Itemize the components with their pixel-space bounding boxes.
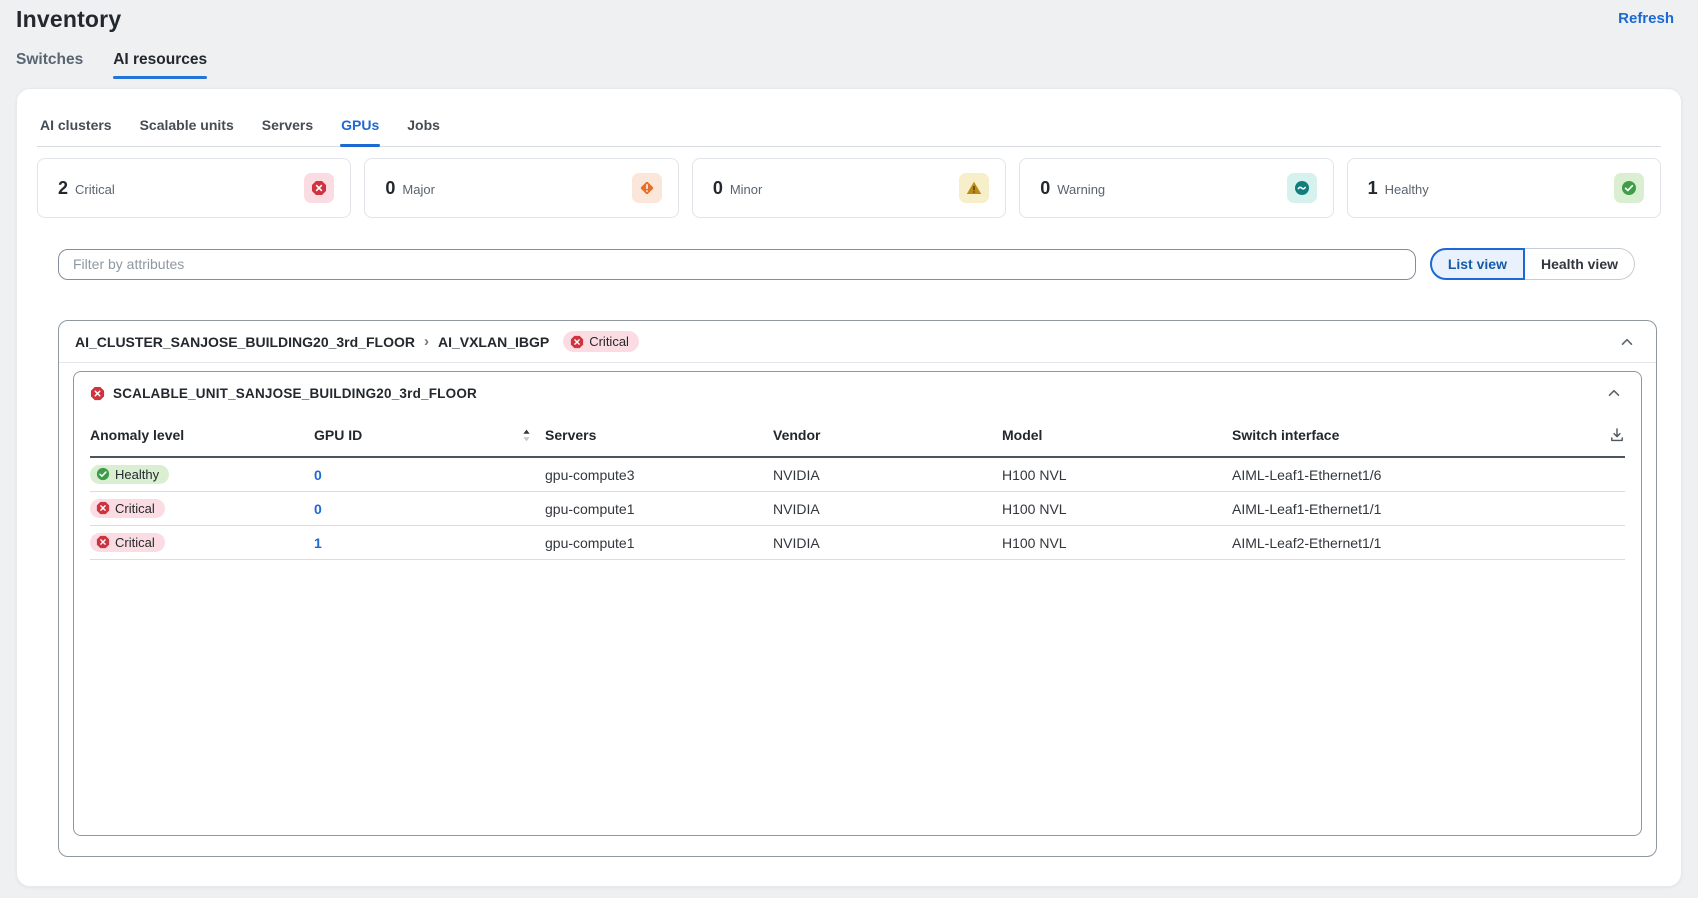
server-cell: gpu-compute1 — [545, 500, 635, 517]
warning-count: 0 — [1040, 177, 1051, 198]
cluster-collapse-button[interactable] — [1616, 331, 1638, 353]
gpu-list-section: List view Health view AI_CLUSTER_SANJOSE… — [58, 248, 1657, 857]
download-button[interactable] — [1609, 427, 1625, 443]
gpu-id-link[interactable]: 0 — [314, 466, 322, 483]
column-header-anomaly-level[interactable]: Anomaly level — [90, 427, 185, 443]
healthy-check-icon — [1614, 173, 1645, 203]
table-row: Critical 1 gpu-compute1 NVIDIA H100 NVL … — [90, 526, 1625, 560]
switch-interface-cell: AIML-Leaf2-Ethernet1/1 — [1232, 534, 1382, 551]
healthy-count: 1 — [1367, 177, 1378, 198]
minor-count: 0 — [712, 177, 723, 198]
minor-label: Minor — [729, 181, 763, 197]
breadcrumb-network-name: AI_VXLAN_IBGP — [437, 333, 550, 350]
unit-collapse-button[interactable] — [1603, 382, 1625, 404]
summary-card-major[interactable]: 0 Major — [364, 158, 679, 218]
cluster-header: AI_CLUSTER_SANJOSE_BUILDING20_3rd_FLOOR … — [59, 321, 1656, 363]
cluster-card: AI_CLUSTER_SANJOSE_BUILDING20_3rd_FLOOR … — [58, 320, 1657, 857]
healthy-label: Healthy — [1384, 181, 1429, 197]
server-cell: gpu-compute1 — [545, 534, 635, 551]
anomaly-badge-healthy: Healthy — [90, 464, 170, 484]
critical-octagon-icon — [304, 173, 335, 203]
critical-count: 2 — [58, 177, 69, 198]
page-title: Inventory — [16, 6, 122, 32]
table-row: Critical 0 gpu-compute1 NVIDIA H100 NVL … — [90, 492, 1625, 526]
refresh-button[interactable]: Refresh — [1618, 10, 1674, 27]
gpu-table: Anomaly level GPU ID Servers Vendor Mode… — [90, 414, 1625, 560]
chevron-up-icon — [1608, 389, 1620, 396]
minor-triangle-icon — [959, 173, 990, 203]
major-count: 0 — [385, 177, 396, 198]
severity-summary-cards: 2 Critical 0 Major 0 Minor — [37, 158, 1662, 218]
model-cell: H100 NVL — [1002, 534, 1067, 551]
gpu-id-link[interactable]: 0 — [314, 500, 322, 517]
healthy-check-icon — [96, 468, 110, 481]
chevron-up-icon — [1621, 338, 1633, 345]
column-header-vendor[interactable]: Vendor — [773, 427, 821, 443]
scalable-unit-header: SCALABLE_UNIT_SANJOSE_BUILDING20_3rd_FLO… — [74, 372, 1641, 414]
critical-octagon-icon — [571, 335, 584, 348]
cluster-status-label: Critical — [589, 334, 629, 349]
filter-input[interactable] — [58, 248, 1416, 280]
filter-toolbar: List view Health view — [58, 248, 1657, 280]
model-cell: H100 NVL — [1002, 500, 1067, 517]
anomaly-label: Critical — [115, 534, 155, 550]
gpu-id-link[interactable]: 1 — [314, 534, 322, 551]
column-header-model[interactable]: Model — [1002, 427, 1043, 443]
view-toggle: List view Health view — [1429, 248, 1635, 280]
column-header-switch-interface[interactable]: Switch interface — [1232, 427, 1340, 443]
warning-label: Warning — [1057, 181, 1106, 197]
breadcrumb-separator-icon — [424, 333, 429, 350]
major-diamond-icon — [631, 173, 662, 203]
vendor-cell: NVIDIA — [773, 534, 820, 551]
subtab-ai-clusters[interactable]: AI clusters — [40, 117, 112, 133]
subtab-scalable-units[interactable]: Scalable units — [139, 117, 234, 133]
server-cell: gpu-compute3 — [545, 466, 635, 483]
gpu-table-header: Anomaly level GPU ID Servers Vendor Mode… — [90, 414, 1625, 458]
subtab-gpus[interactable]: GPUs — [340, 117, 381, 147]
anomaly-label: Critical — [115, 500, 155, 516]
model-cell: H100 NVL — [1002, 466, 1067, 483]
anomaly-badge-critical: Critical — [90, 498, 165, 518]
critical-octagon-icon — [96, 502, 110, 515]
critical-label: Critical — [75, 181, 115, 197]
summary-card-healthy[interactable]: 1 Healthy — [1346, 158, 1662, 218]
health-view-button[interactable]: Health view — [1524, 248, 1635, 280]
main-tabs: Switches AI resources — [16, 51, 1674, 79]
column-header-gpu-id[interactable]: GPU ID — [314, 427, 545, 443]
cluster-status-badge: Critical — [563, 331, 639, 352]
anomaly-badge-critical: Critical — [90, 532, 165, 552]
switch-interface-cell: AIML-Leaf1-Ethernet1/1 — [1232, 500, 1382, 517]
warning-circle-icon — [1286, 173, 1317, 203]
summary-card-warning[interactable]: 0 Warning — [1019, 158, 1334, 218]
summary-card-minor[interactable]: 0 Minor — [691, 158, 1007, 218]
anomaly-label: Healthy — [115, 466, 160, 482]
page-header: Inventory Refresh Switches AI resources — [0, 0, 1698, 79]
major-label: Major — [402, 181, 435, 197]
vendor-cell: NVIDIA — [773, 500, 820, 517]
scalable-unit-name: SCALABLE_UNIT_SANJOSE_BUILDING20_3rd_FLO… — [113, 385, 477, 401]
critical-octagon-icon — [90, 386, 105, 400]
gpu-id-header-label: GPU ID — [314, 427, 363, 443]
breadcrumb-cluster-name: AI_CLUSTER_SANJOSE_BUILDING20_3rd_FLOOR — [75, 333, 415, 350]
table-row: Healthy 0 gpu-compute3 NVIDIA H100 NVL A… — [90, 458, 1625, 492]
column-header-servers[interactable]: Servers — [545, 427, 597, 443]
scalable-unit-card: SCALABLE_UNIT_SANJOSE_BUILDING20_3rd_FLO… — [73, 371, 1642, 836]
vendor-cell: NVIDIA — [773, 466, 820, 483]
subtab-jobs[interactable]: Jobs — [407, 117, 440, 133]
download-icon — [1611, 428, 1623, 442]
tab-switches[interactable]: Switches — [16, 51, 84, 68]
critical-octagon-icon — [96, 536, 110, 549]
subtab-servers[interactable]: Servers — [261, 117, 314, 133]
tab-ai-resources[interactable]: AI resources — [113, 51, 207, 79]
ai-resources-panel: AI clusters Scalable units Servers GPUs … — [16, 88, 1682, 887]
list-view-button[interactable]: List view — [1429, 248, 1525, 280]
sort-ascending-icon — [523, 429, 530, 441]
switch-interface-cell: AIML-Leaf1-Ethernet1/6 — [1232, 466, 1382, 483]
summary-card-critical[interactable]: 2 Critical — [37, 158, 352, 218]
resource-subtabs: AI clusters Scalable units Servers GPUs … — [37, 107, 1661, 147]
